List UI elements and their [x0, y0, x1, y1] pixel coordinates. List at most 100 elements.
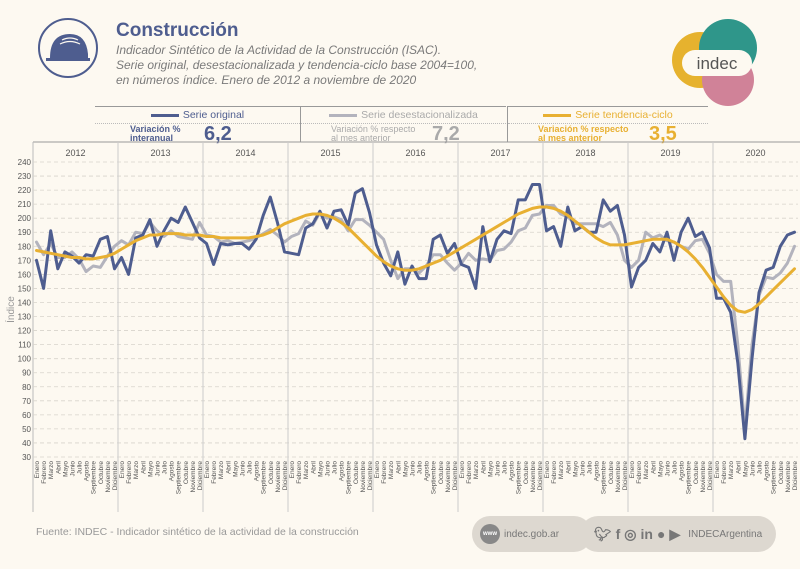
x-tick-label: Abril: [55, 460, 62, 474]
x-tick-label: Octubre: [608, 461, 615, 485]
legend-sublabel: al mes anterior: [538, 133, 603, 143]
website-link[interactable]: www indec.gob.ar: [472, 516, 592, 552]
social-links[interactable]: 🐦︎ f ◎ in ● ▶ INDECArgentina: [580, 516, 776, 552]
twitter-icon[interactable]: 🐦︎: [593, 525, 612, 542]
legend-trend-cycle: Serie tendencia-ciclo Variación % respec…: [508, 106, 708, 145]
x-tick-label: Abril: [735, 460, 742, 474]
x-tick-label: Septiembre: [601, 461, 608, 495]
x-tick-label: Diciembre: [367, 461, 374, 491]
x-tick-label: Junio: [324, 461, 331, 477]
x-tick-label: Febrero: [296, 461, 303, 484]
y-tick-label: 200: [18, 214, 32, 223]
x-tick-label: Enero: [374, 461, 381, 479]
x-tick-label: Septiembre: [91, 461, 98, 495]
x-tick-label: Febrero: [636, 461, 643, 484]
legend-swatch: [150, 113, 179, 117]
x-tick-label: Diciembre: [707, 461, 714, 491]
x-tick-label: Marzo: [303, 461, 310, 479]
x-tick-label: Abril: [565, 460, 572, 474]
linkedin-icon[interactable]: in: [640, 526, 653, 542]
x-tick-label: Febrero: [721, 461, 728, 484]
x-tick-label: Septiembre: [516, 461, 523, 495]
x-tick-label: Febrero: [41, 461, 48, 484]
youtube-icon[interactable]: ▶: [669, 525, 681, 542]
legend-label: Serie tendencia-ciclo: [575, 109, 673, 121]
x-tick-label: Diciembre: [537, 461, 544, 491]
x-tick-label: Diciembre: [452, 461, 459, 491]
x-tick-label: Mayo: [232, 461, 239, 477]
x-tick-label: Marzo: [558, 461, 565, 479]
x-tick-label: Junio: [69, 461, 76, 477]
x-tick-label: Febrero: [211, 461, 218, 484]
x-tick-label: Julio: [587, 461, 594, 475]
x-tick-label: Octubre: [353, 461, 360, 485]
x-tick-label: Diciembre: [197, 461, 204, 491]
x-tick-label: Diciembre: [112, 461, 119, 491]
x-tick-label: Abril: [225, 460, 232, 474]
x-tick-label: Enero: [629, 461, 636, 479]
x-tick-label: Enero: [459, 461, 466, 479]
legend-seasonally-adjusted: Serie desestacionalizada Variación % res…: [301, 106, 506, 145]
year-label: 2016: [405, 148, 425, 158]
website-text: indec.gob.ar: [504, 528, 560, 540]
x-tick-label: Febrero: [466, 461, 473, 484]
x-tick-label: Junio: [579, 461, 586, 477]
legend-value: 3,5: [649, 122, 677, 145]
x-tick-label: Diciembre: [282, 461, 289, 491]
y-tick-label: 220: [18, 186, 32, 195]
y-tick-label: 140: [18, 298, 32, 307]
x-tick-label: Noviembre: [530, 461, 537, 493]
x-tick-label: Abril: [310, 460, 317, 474]
x-tick-label: Abril: [395, 460, 402, 474]
x-tick-label: Enero: [119, 461, 126, 479]
x-tick-label: Noviembre: [360, 461, 367, 493]
instagram-icon[interactable]: ◎: [624, 525, 637, 542]
facebook-icon[interactable]: f: [615, 526, 621, 542]
legend-sublabel: interanual: [130, 133, 174, 143]
x-tick-label: Octubre: [268, 461, 275, 485]
x-tick-label: Junio: [749, 461, 756, 477]
y-tick-label: 130: [18, 313, 32, 322]
x-tick-label: Diciembre: [792, 461, 799, 491]
x-tick-label: Mayo: [487, 461, 494, 477]
y-tick-label: 230: [18, 172, 32, 181]
x-tick-label: Febrero: [126, 461, 133, 484]
legend-value: 6,2: [204, 122, 232, 145]
x-tick-label: Septiembre: [686, 461, 693, 495]
x-tick-label: Abril: [140, 460, 147, 474]
page-subtitle: Indicador Sintético de la Actividad de l…: [116, 43, 536, 88]
x-tick-label: Noviembre: [190, 461, 197, 493]
spotify-icon[interactable]: ●: [656, 526, 666, 542]
x-tick-label: Enero: [544, 461, 551, 479]
year-label: 2014: [235, 148, 255, 158]
x-tick-label: Agosto: [254, 461, 261, 482]
x-tick-label: Agosto: [679, 461, 686, 482]
x-tick-label: Septiembre: [261, 461, 268, 495]
y-tick-label: 240: [18, 158, 32, 167]
y-tick-label: 170: [18, 256, 32, 265]
year-label: 2015: [320, 148, 340, 158]
year-label: 2019: [660, 148, 680, 158]
x-tick-label: Enero: [204, 461, 211, 479]
legend-label: Serie original: [182, 109, 245, 121]
legend-sublabel: Variación % respecto: [538, 124, 629, 134]
x-tick-label: Mayo: [147, 461, 154, 477]
x-tick-label: Mayo: [572, 461, 579, 477]
legend-swatch: [543, 113, 572, 117]
x-tick-label: Octubre: [523, 461, 530, 485]
x-tick-label: Febrero: [381, 461, 388, 484]
x-tick-label: Julio: [672, 461, 679, 475]
x-tick-label: Agosto: [424, 461, 431, 482]
source-note: Fuente: INDEC - Indicador sintético de l…: [36, 526, 359, 538]
page-title: Construcción: [116, 20, 239, 41]
y-tick-label: 120: [18, 327, 32, 336]
year-label: 2017: [490, 148, 510, 158]
y-tick-label: 40: [22, 439, 31, 448]
x-tick-label: Mayo: [657, 461, 664, 477]
x-tick-label: Marzo: [218, 461, 225, 479]
x-tick-label: Septiembre: [431, 461, 438, 495]
legend-sublabel: al mes anterior: [331, 133, 391, 143]
x-tick-label: Julio: [502, 461, 509, 475]
legend-swatch: [329, 113, 358, 117]
y-tick-label: 80: [22, 383, 31, 392]
